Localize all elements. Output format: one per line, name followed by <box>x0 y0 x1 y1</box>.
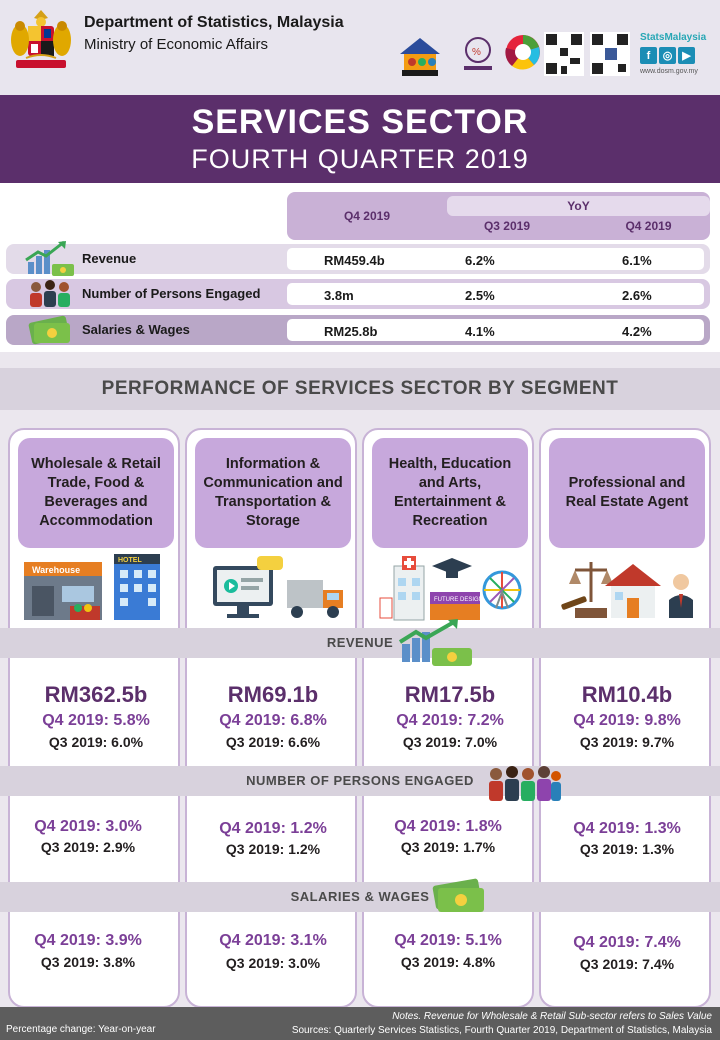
summary-header-yoy-q3: Q3 2019 <box>483 219 531 233</box>
summary-value-yoy-q3: 4.1% <box>465 324 495 339</box>
money-stack-icon <box>432 878 484 912</box>
segment-revenue-q3-yoy: Q3 2019: 9.7% <box>579 734 675 750</box>
ict-transport-illustration <box>213 556 343 618</box>
stats-malaysia-brand: StatsMalaysia f ◎ ▶ www.dosm.gov.my <box>640 32 714 75</box>
health-education-illustration: FUTURE DESIGN <box>379 556 522 621</box>
segment-revenue-q3-yoy: Q3 2019: 7.0% <box>402 734 498 750</box>
segment-name: Information & Communication and Transpor… <box>195 438 351 548</box>
summary-value-yoy-q3: 2.5% <box>465 288 495 303</box>
persons-band: NUMBER OF PERSONS ENGAGED <box>0 766 720 796</box>
salaries-band-label: SALARIES & WAGES <box>290 889 430 904</box>
segment-salaries-q3-yoy: Q3 2019: 7.4% <box>579 956 675 972</box>
page-subtitle: FOURTH QUARTER 2019 <box>191 144 529 174</box>
summary-value-q4: 3.8m <box>324 288 354 303</box>
segment-revenue-q4-yoy: Q4 2019: 9.8% <box>573 712 681 729</box>
revenue-chart-icon <box>398 619 472 666</box>
segment-revenue: RM69.1b <box>227 682 319 707</box>
segment-salaries-q4-yoy: Q4 2019: 3.1% <box>219 932 327 949</box>
segment-revenue-q4-yoy: Q4 2019: 6.8% <box>219 712 327 729</box>
segment-salaries-q4-yoy: Q4 2019: 5.1% <box>394 932 502 949</box>
segment-name: Health, Education and Arts, Entertainmen… <box>372 438 528 548</box>
sdg-wheel-icon <box>505 35 540 70</box>
qr-code-icon <box>544 32 584 76</box>
revenue-band-label: REVENUE <box>326 635 394 650</box>
summary-value-yoy-q4: 6.1% <box>622 253 652 268</box>
future-design-sign: FUTURE DESIGN <box>434 597 483 603</box>
footer: Percentage change: Year-on-year Notes. R… <box>0 1007 720 1040</box>
summary-row-salaries: Salaries & Wages RM25.8b 4.1% 4.2% <box>6 315 710 345</box>
segment-revenue: RM17.5b <box>404 682 496 707</box>
segment-persons-q3-yoy: Q3 2019: 1.3% <box>579 841 675 857</box>
percentage-note: Percentage change: Year-on-year <box>6 1024 156 1035</box>
summary-header-yoy: YoY <box>447 196 710 216</box>
website-url[interactable]: www.dosm.gov.my <box>640 68 698 75</box>
summary-header-q4: Q4 2019 <box>287 192 447 240</box>
segment-revenue-q3-yoy: Q3 2019: 6.6% <box>225 734 321 750</box>
svg-text:%: % <box>472 47 481 58</box>
footer-sources: Sources: Quarterly Services Statistics, … <box>291 1025 712 1036</box>
brand-name: StatsMalaysia <box>640 32 707 43</box>
facebook-icon[interactable]: f <box>640 47 657 64</box>
partner-logos: % <box>400 32 630 76</box>
summary-value-yoy-q4: 2.6% <box>622 288 652 303</box>
segment-salaries-q4-yoy: Q4 2019: 7.4% <box>573 934 681 951</box>
persons-band-label: NUMBER OF PERSONS ENGAGED <box>246 773 474 788</box>
segment-name: Wholesale & Retail Trade, Food & Beverag… <box>18 438 174 548</box>
summary-value-yoy-q4: 4.2% <box>622 324 652 339</box>
summary-value-q4: RM459.4b <box>324 253 385 268</box>
segment-persons-q3-yoy: Q3 2019: 1.2% <box>225 841 321 857</box>
summary-label: Revenue <box>82 251 137 266</box>
segment-persons-q4-yoy: Q4 2019: 3.0% <box>34 818 142 835</box>
segment-revenue: RM10.4b <box>581 682 673 707</box>
coat-of-arms-icon <box>11 10 71 68</box>
summary-values: 3.8m 2.5% 2.6% <box>287 283 704 305</box>
segment-name: Professional and Real Estate Agent <box>549 438 705 548</box>
warehouse-sign: Warehouse <box>32 565 80 575</box>
segment-persons-q4-yoy: Q4 2019: 1.2% <box>219 820 327 837</box>
segment-salaries-q3-yoy: Q3 2019: 3.8% <box>40 954 136 970</box>
summary-label: Salaries & Wages <box>82 322 190 337</box>
summary-values: RM25.8b 4.1% 4.2% <box>287 319 704 341</box>
segment-salaries-q4-yoy: Q4 2019: 3.9% <box>34 932 142 949</box>
title-band: SERVICES SECTOR FOURTH QUARTER 2019 <box>0 95 720 183</box>
persons-group-icon <box>489 766 561 801</box>
segment-persons-q3-yoy: Q3 2019: 1.7% <box>400 839 496 855</box>
page-title: SERVICES SECTOR <box>191 103 529 141</box>
professional-realestate-illustration <box>561 562 693 618</box>
salaries-band: SALARIES & WAGES <box>0 882 720 912</box>
census-logo-icon <box>400 38 440 76</box>
summary-row-persons: Number of Persons Engaged 3.8m 2.5% 2.6% <box>6 279 710 309</box>
summary-value-q4: RM25.8b <box>324 324 378 339</box>
retail-hotel-illustration: Warehouse HOTEL <box>24 554 160 620</box>
agency-name: Department of Statistics, Malaysia <box>84 14 344 31</box>
summary-header-yoy-q4: Q4 2019 <box>625 219 672 233</box>
segment-persons-q4-yoy: Q4 2019: 1.3% <box>573 820 681 837</box>
hotel-sign: HOTEL <box>118 557 142 564</box>
summary-values: RM459.4b 6.2% 6.1% <box>287 248 704 270</box>
segment-revenue-q3-yoy: Q3 2019: 6.0% <box>48 734 144 750</box>
footer-notes: Notes. Revenue for Wholesale & Retail Su… <box>392 1011 712 1022</box>
segment-persons-q4-yoy: Q4 2019: 1.8% <box>394 818 502 835</box>
qr-code-icon <box>590 32 630 76</box>
ministry-name: Ministry of Economic Affairs <box>84 36 268 53</box>
performance-title: PERFORMANCE OF SERVICES SECTOR BY SEGMEN… <box>0 368 720 410</box>
summary-header-yoy-group: YoY Q3 2019 Q4 2019 <box>447 192 710 240</box>
summary-value-yoy-q3: 6.2% <box>465 253 495 268</box>
money-stack-icon <box>28 315 70 345</box>
summary-row-revenue: Revenue RM459.4b 6.2% 6.1% <box>6 240 710 276</box>
summary-label: Number of Persons Engaged <box>82 286 261 301</box>
instagram-icon[interactable]: ◎ <box>659 47 676 64</box>
segment-revenue-q4-yoy: Q4 2019: 7.2% <box>396 712 504 729</box>
statistik-negara-logo-icon: % <box>464 37 492 70</box>
segment-revenue: RM362.5b <box>44 682 148 707</box>
revenue-band: REVENUE <box>0 628 720 658</box>
persons-group-icon <box>30 280 70 307</box>
header-bar: Department of Statistics, Malaysia Minis… <box>0 0 720 95</box>
segment-salaries-q3-yoy: Q3 2019: 3.0% <box>225 955 321 971</box>
revenue-chart-icon <box>25 240 74 276</box>
segment-salaries-q3-yoy: Q3 2019: 4.8% <box>400 954 496 970</box>
segment-revenue-q4-yoy: Q4 2019: 5.8% <box>42 712 150 729</box>
youtube-icon[interactable]: ▶ <box>678 47 695 64</box>
segment-persons-q3-yoy: Q3 2019: 2.9% <box>40 839 136 855</box>
